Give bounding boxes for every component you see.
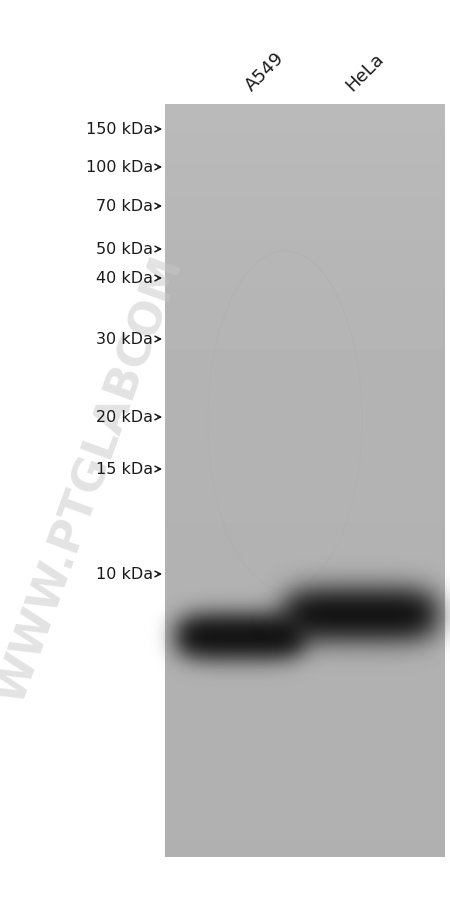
Text: 30 kDa: 30 kDa [96,332,153,347]
Text: 50 kDa: 50 kDa [96,243,153,257]
Text: 70 kDa: 70 kDa [96,199,153,215]
Text: 20 kDa: 20 kDa [96,410,153,425]
Bar [165,105,445,857]
Text: WWW.PTGLABCOM: WWW.PTGLABCOM [0,251,191,708]
Text: HeLa: HeLa [342,50,387,95]
Text: 15 kDa: 15 kDa [96,462,153,477]
Text: 10 kDa: 10 kDa [96,566,153,582]
Text: 150 kDa: 150 kDa [86,123,153,137]
Text: 100 kDa: 100 kDa [86,161,153,175]
Text: A549: A549 [242,49,288,95]
Text: 40 kDa: 40 kDa [96,272,153,286]
